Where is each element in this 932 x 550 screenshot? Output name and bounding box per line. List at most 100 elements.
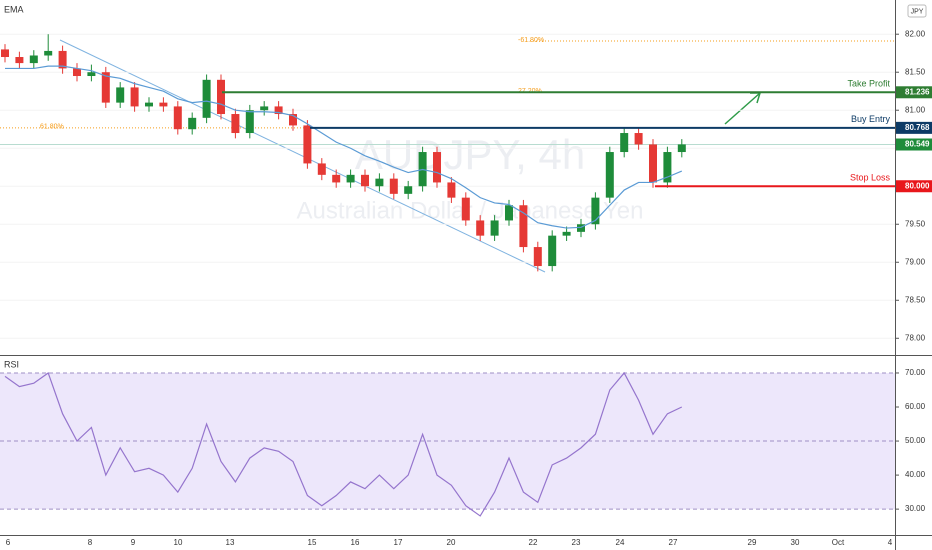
candle-body	[389, 178, 398, 194]
candle-body	[260, 106, 269, 111]
level-price-box	[896, 121, 932, 134]
candle-body	[404, 186, 413, 194]
y-tick-label: 78.00	[905, 333, 926, 342]
candle-body	[649, 144, 657, 183]
candle-body	[274, 106, 283, 115]
x-tick-label: 15	[308, 538, 317, 547]
x-tick-label: 4	[888, 538, 893, 547]
y-tick-label: 40.00	[905, 470, 926, 479]
candle-body	[490, 220, 499, 236]
y-tick-label: 78.50	[905, 295, 926, 304]
level-name: Stop Loss	[850, 173, 891, 183]
candle-body	[447, 182, 456, 198]
ema-line	[5, 65, 683, 229]
candle-body	[29, 55, 38, 64]
candle-body	[289, 114, 297, 126]
x-tick-label: 17	[394, 538, 403, 547]
candle-body	[303, 125, 312, 164]
y-tick-label: 82.00	[905, 29, 926, 38]
x-tick-label: Oct	[832, 538, 845, 547]
candle-body	[130, 87, 139, 107]
level-price-box	[896, 86, 932, 99]
candle-body	[101, 72, 110, 103]
candle-body	[317, 163, 326, 175]
trendline	[59, 39, 546, 273]
candle-body	[591, 197, 600, 225]
candle-body	[145, 102, 153, 107]
y-tick-label: 60.00	[905, 402, 926, 411]
candle-body	[173, 106, 182, 130]
y-tick-label: 79.00	[905, 257, 926, 266]
x-tick-label: 16	[351, 538, 360, 547]
candle-body	[663, 152, 672, 183]
x-tick-label: 29	[748, 538, 757, 547]
x-tick-label: 27	[669, 538, 678, 547]
candle-body	[505, 205, 513, 221]
candle-body	[332, 174, 341, 183]
rsi-line	[4, 371, 683, 517]
last-price-box	[896, 138, 932, 151]
currency-box	[907, 4, 927, 18]
candle-body	[433, 152, 441, 183]
candle-body	[73, 68, 81, 77]
candle-body	[548, 235, 557, 267]
candle-body	[87, 72, 96, 77]
candle-body	[577, 224, 585, 232]
candle-body	[461, 197, 470, 221]
candle-body	[605, 152, 614, 198]
candle-body	[58, 50, 67, 69]
watermark: AUDJPY, 4h	[355, 131, 585, 178]
candle-body	[231, 114, 240, 134]
candle-body	[533, 247, 542, 267]
rsi-title: RSI	[4, 359, 19, 369]
x-tick-label: 10	[174, 538, 183, 547]
candle-body	[620, 133, 629, 153]
candle-body	[361, 174, 369, 187]
candle-body	[217, 79, 225, 115]
x-tick-label: 30	[791, 538, 800, 547]
level-price: 80.768	[905, 123, 930, 132]
candle-body	[116, 87, 125, 103]
fib-label: -61.80%	[518, 37, 544, 44]
candle-body	[188, 117, 197, 130]
y-tick-label: 70.00	[905, 368, 926, 377]
candle-body	[375, 178, 384, 187]
candle-body	[202, 79, 211, 118]
y-tick-label: 79.50	[905, 219, 926, 228]
level-price: 81.236	[905, 87, 930, 96]
candle-body	[634, 133, 643, 145]
watermark-sub: Australian Dollar / Japanese Yen	[297, 197, 644, 224]
candle-body	[245, 110, 254, 134]
y-tick-label: 81.00	[905, 105, 926, 114]
fib-label: 61.80%	[40, 124, 64, 131]
level-name: Buy Entry	[851, 114, 891, 124]
candle-body	[1, 49, 9, 58]
level-price-box	[896, 180, 932, 193]
x-tick-label: 6	[6, 538, 11, 547]
candle-body	[44, 50, 53, 56]
currency: JPY	[911, 8, 924, 15]
y-tick-label: 81.50	[905, 67, 926, 76]
last-price-label: 80.549	[905, 140, 930, 149]
candle-body	[476, 220, 485, 236]
x-tick-label: 13	[226, 538, 235, 547]
y-tick-label: 30.00	[905, 504, 926, 513]
candle-body	[346, 174, 355, 183]
x-tick-label: 23	[572, 538, 581, 547]
y-tick-label: 50.00	[905, 436, 926, 445]
candle-body	[519, 205, 528, 248]
x-tick-label: 9	[131, 538, 136, 547]
x-tick-label: 8	[88, 538, 93, 547]
candle-body	[562, 231, 571, 236]
candle-body	[677, 144, 686, 153]
x-tick-label: 20	[447, 538, 456, 547]
x-tick-label: 22	[529, 538, 538, 547]
x-tick-label: 24	[616, 538, 625, 547]
candle-body	[159, 102, 168, 107]
main-title: EMA	[4, 4, 24, 14]
level-name: Take Profit	[847, 79, 890, 89]
candle-body	[15, 57, 24, 64]
level-price: 80.000	[905, 181, 930, 190]
arrow	[724, 92, 761, 125]
